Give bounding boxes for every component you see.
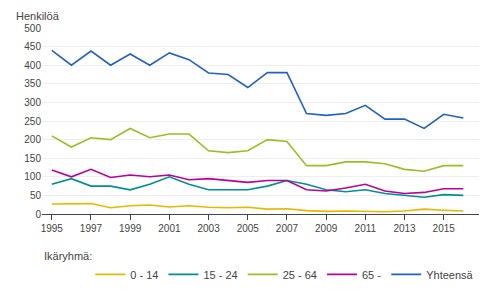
svg-text:450: 450 <box>24 41 41 52</box>
svg-text:1995: 1995 <box>41 223 64 234</box>
svg-text:2015: 2015 <box>433 223 456 234</box>
svg-text:2005: 2005 <box>237 223 260 234</box>
svg-text:2011: 2011 <box>355 223 377 234</box>
svg-text:2003: 2003 <box>197 223 220 234</box>
svg-text:250: 250 <box>24 116 41 127</box>
svg-text:Ikäryhmä:: Ikäryhmä: <box>44 250 92 262</box>
svg-text:2013: 2013 <box>393 223 416 234</box>
svg-text:2001: 2001 <box>158 223 181 234</box>
svg-text:0: 0 <box>35 209 41 220</box>
svg-text:1999: 1999 <box>119 223 142 234</box>
svg-text:Yhteensä: Yhteensä <box>426 269 473 281</box>
svg-text:15 - 24: 15 - 24 <box>203 269 237 281</box>
svg-text:300: 300 <box>24 97 41 108</box>
svg-text:Henkilöä: Henkilöä <box>16 10 60 22</box>
svg-text:50: 50 <box>30 190 42 201</box>
svg-text:500: 500 <box>24 23 41 34</box>
svg-text:1997: 1997 <box>80 223 103 234</box>
svg-text:350: 350 <box>24 78 41 89</box>
svg-text:400: 400 <box>24 60 41 71</box>
svg-text:2009: 2009 <box>315 223 338 234</box>
svg-text:100: 100 <box>24 171 41 182</box>
svg-text:65 -: 65 - <box>362 269 381 281</box>
svg-text:0 - 14: 0 - 14 <box>130 269 158 281</box>
svg-text:2007: 2007 <box>276 223 299 234</box>
svg-text:150: 150 <box>24 153 41 164</box>
svg-text:25 - 64: 25 - 64 <box>283 269 317 281</box>
svg-text:200: 200 <box>24 134 41 145</box>
